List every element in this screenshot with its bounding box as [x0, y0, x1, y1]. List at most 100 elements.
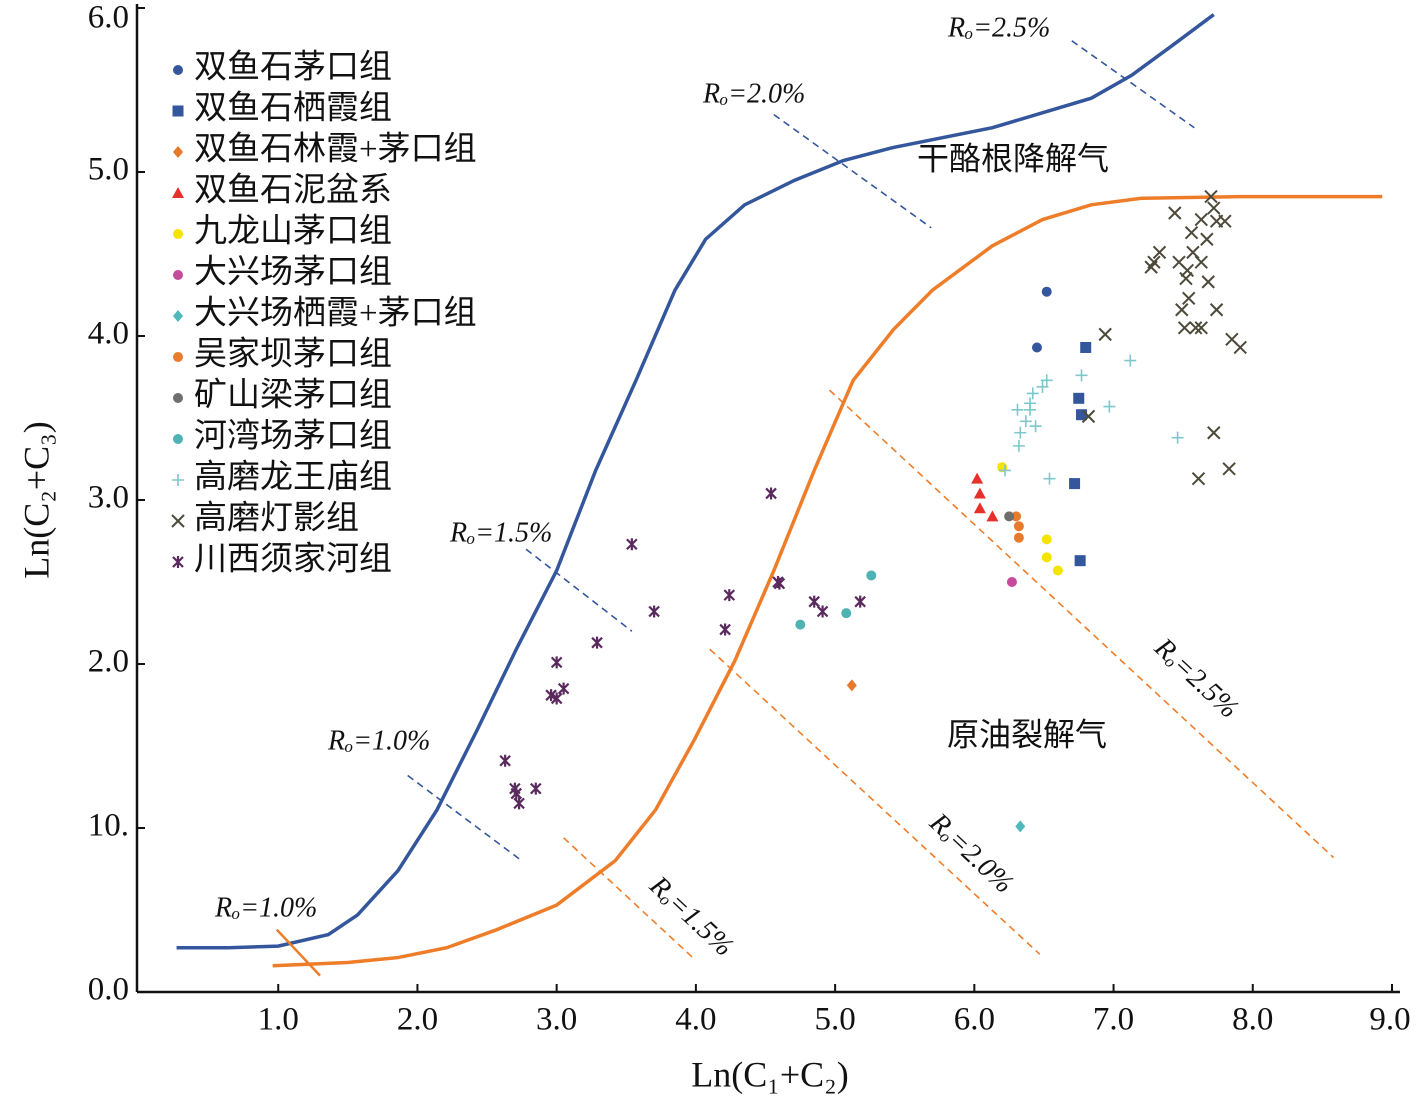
point [1186, 245, 1200, 260]
x-tick-label: 8.0 [1232, 1002, 1273, 1038]
point [1222, 462, 1236, 476]
reference-label: Rₒ=1.0% [327, 725, 430, 756]
reference-label: Rₒ=2.0% [923, 807, 1020, 900]
legend-text: 大兴场栖霞+茅口组 [194, 295, 477, 332]
x-tick-label: 7.0 [1093, 1002, 1134, 1038]
legend-marker [173, 393, 183, 403]
reference-line [773, 113, 932, 229]
point [1177, 321, 1192, 335]
reference-label: Rₒ=1.0% [214, 892, 317, 923]
point [1098, 327, 1112, 342]
point [719, 623, 731, 636]
legend-text: 高磨灯影组 [194, 500, 359, 537]
point [1076, 409, 1088, 421]
point [1194, 321, 1208, 335]
legend-marker [172, 556, 184, 568]
point [723, 589, 736, 602]
legend-text: 双鱼石林霞+茅口组 [194, 131, 477, 168]
point [1191, 471, 1206, 486]
y-tick-label: 10. [88, 808, 129, 844]
legend-text: 吴家坝茅口组 [194, 336, 392, 373]
point [854, 595, 866, 608]
point [1013, 521, 1024, 532]
point [1144, 260, 1158, 274]
point [1080, 341, 1092, 353]
point [1012, 439, 1025, 452]
x-tick-label: 5.0 [814, 1002, 855, 1038]
legend-marker [173, 229, 183, 239]
point [1074, 555, 1086, 567]
point [1207, 201, 1221, 215]
point [1075, 369, 1088, 382]
point [1204, 189, 1218, 204]
reference-line [563, 837, 696, 960]
point [530, 782, 542, 795]
legend-marker [173, 270, 183, 280]
legend-marker [172, 187, 184, 198]
point [1024, 403, 1037, 416]
legend-text: 大兴场茅口组 [194, 254, 392, 291]
point [1175, 303, 1189, 317]
point [1081, 409, 1096, 424]
legend-text: 双鱼石茅口组 [194, 49, 392, 86]
point [1011, 403, 1024, 416]
reference-label: Rₒ=2.5% [1148, 632, 1245, 725]
point [1041, 286, 1052, 297]
point [1069, 478, 1081, 490]
reference-label: Rₒ=2.0% [702, 78, 805, 109]
y-tick-label: 2.0 [88, 644, 129, 680]
point [648, 605, 660, 618]
x-tick-label: 1.0 [258, 1002, 299, 1038]
point [1168, 206, 1182, 220]
point [1073, 392, 1085, 404]
point [1040, 374, 1053, 387]
point [1004, 511, 1015, 522]
legend-text: 矿山梁茅口组 [194, 377, 392, 414]
boundary-curve [176, 13, 1215, 950]
point [1200, 232, 1214, 246]
x-tick-label: 2.0 [397, 1002, 438, 1038]
point [1043, 472, 1056, 485]
point [499, 754, 511, 767]
reference-label: Rₒ=1.5% [449, 517, 552, 548]
reference-line [407, 774, 523, 862]
point [998, 464, 1011, 477]
point [1194, 212, 1208, 227]
legend-marker [173, 146, 183, 158]
point [1171, 431, 1184, 444]
legend-marker [173, 65, 183, 75]
x-tick-label: 4.0 [675, 1002, 716, 1038]
y-tick-label: 4.0 [88, 316, 129, 352]
point [1041, 534, 1052, 545]
legend-marker [171, 514, 185, 528]
legend-marker [172, 474, 184, 486]
point [550, 656, 563, 669]
point [1031, 342, 1042, 353]
point [1013, 532, 1024, 543]
point [513, 797, 525, 810]
point [1011, 511, 1022, 522]
legend-marker [172, 105, 184, 117]
point [591, 636, 603, 649]
point [773, 577, 786, 590]
point [1026, 387, 1039, 400]
y-tick-label: 0.0 [88, 972, 129, 1008]
point [626, 538, 638, 551]
region-label: 干酪根降解气 [917, 140, 1109, 176]
y-tick-label: 3.0 [88, 480, 129, 516]
point [510, 787, 523, 800]
point [973, 487, 986, 499]
legend-text: 双鱼石泥盆系 [194, 172, 392, 209]
legend-text: 九龙山茅口组 [194, 213, 392, 250]
point [550, 692, 563, 705]
point [1124, 354, 1137, 367]
point [841, 608, 852, 619]
point [1218, 214, 1232, 228]
reference-line [525, 548, 633, 632]
x-tick-label: 6.0 [954, 1002, 995, 1038]
legend-marker [173, 352, 183, 362]
point [1015, 820, 1026, 833]
legend-text: 河湾场茅口组 [194, 418, 392, 455]
legend-marker [173, 310, 183, 322]
